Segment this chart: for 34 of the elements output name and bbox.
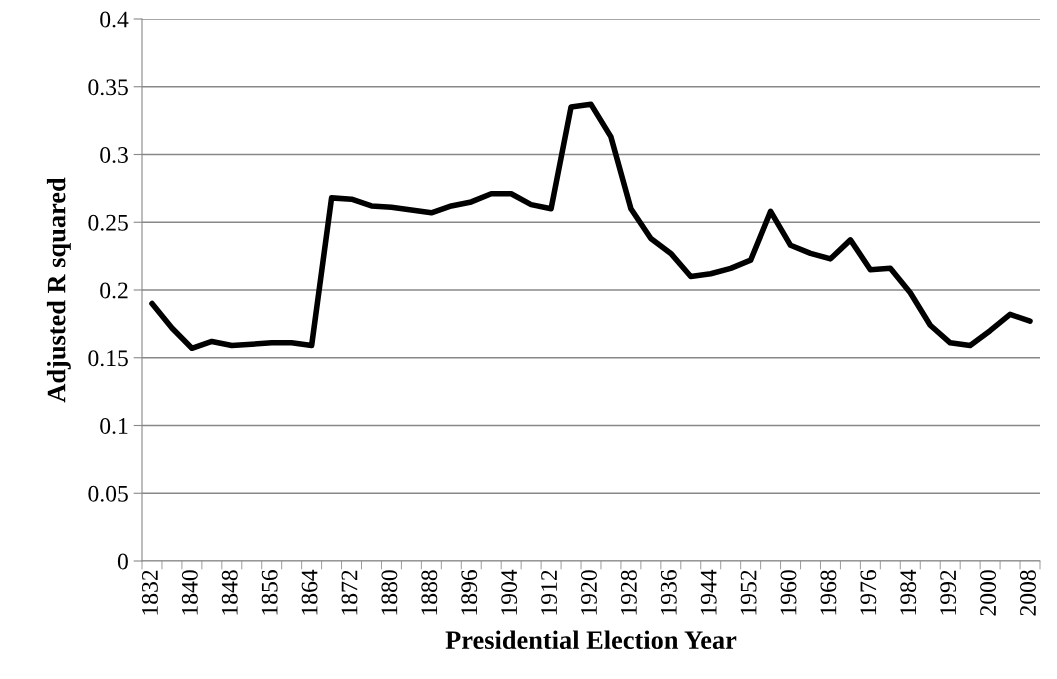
x-tick-label: 1984	[900, 569, 917, 615]
x-tick-label: 1944	[700, 569, 717, 615]
y-tick-label: 0.3	[100, 146, 128, 164]
x-tick-label: 2000	[980, 570, 997, 616]
x-tick-label: 1920	[580, 570, 597, 615]
y-tick-label: 0.2	[100, 282, 128, 299]
x-axis-title: Presidential Election Year	[445, 630, 737, 650]
x-tick-label: 1904	[501, 569, 518, 615]
x-tick-label: 1872	[341, 570, 358, 615]
y-tick-label: 0.1	[100, 417, 128, 435]
x-tick-label: 1848	[221, 570, 238, 615]
y-axis-title: Adjusted R squared	[46, 177, 71, 403]
y-tick-label: 0.25	[88, 214, 128, 231]
x-tick-label: 1992	[940, 570, 957, 615]
x-tick-label: 1960	[780, 570, 797, 615]
y-tick-label: 0.15	[88, 350, 128, 367]
x-tick-label: 1856	[261, 570, 278, 615]
x-tick-label: 1880	[381, 570, 398, 615]
x-tick-label: 1896	[461, 570, 478, 615]
x-tick-label: 1840	[181, 570, 198, 615]
y-tick-label: 0	[117, 553, 128, 570]
x-tick-label: 1912	[541, 570, 557, 615]
x-tick-label: 1888	[421, 570, 438, 615]
x-tick-label: 1832	[141, 570, 158, 615]
y-tick-label: 0.4	[100, 11, 129, 28]
x-tick-label: 1952	[740, 570, 757, 615]
x-tick-label: 1864	[301, 569, 318, 615]
x-tick-label: 1928	[620, 570, 637, 615]
y-tick-label: 0.05	[88, 485, 128, 502]
y-tick-label: 0.35	[88, 79, 128, 96]
x-tick-label: 1976	[860, 570, 877, 615]
x-tick-label: 2008	[1020, 570, 1036, 616]
x-tick-label: 1936	[660, 570, 677, 615]
x-tick-label: 1968	[820, 570, 837, 615]
